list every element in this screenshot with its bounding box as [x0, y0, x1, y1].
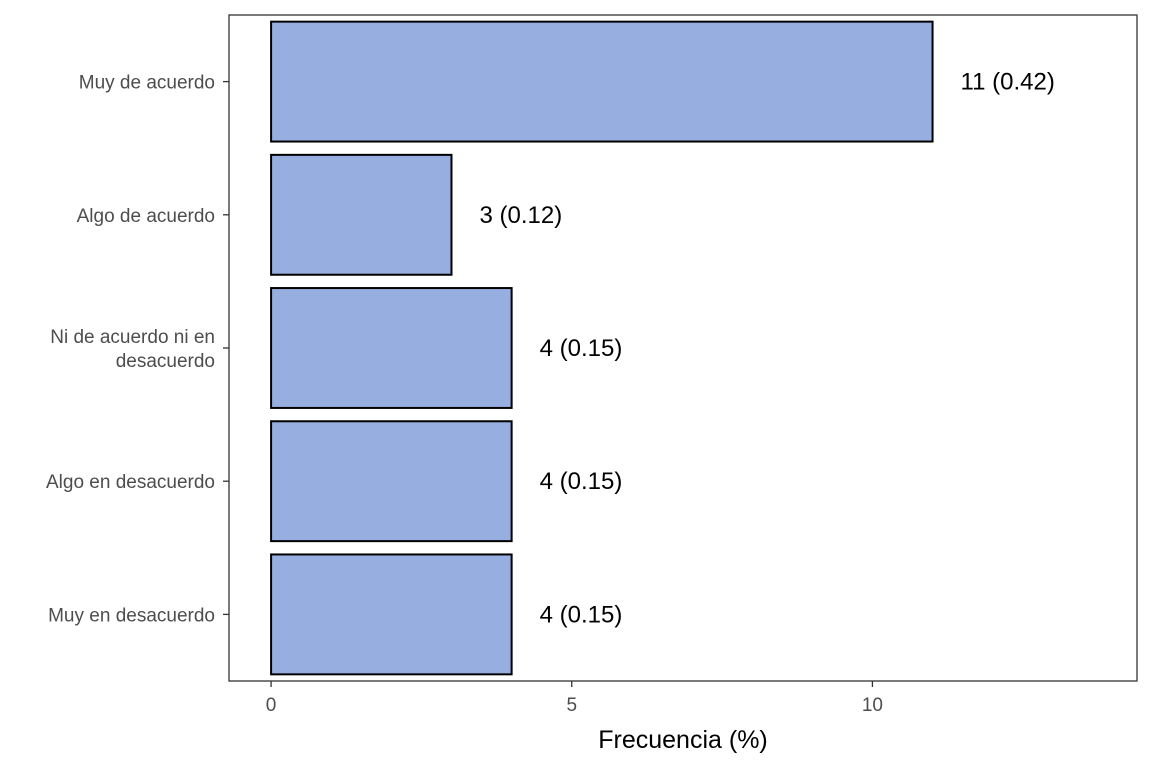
bar-data-label: 4 (0.15): [540, 335, 623, 362]
y-tick-label: Muy en desacuerdo: [48, 605, 215, 626]
bars-group: [270, 20, 934, 676]
data-labels-group: 11 (0.42) 3 (0.12) 4 (0.15) 4 (0.15) 4 (0.15…: [479, 69, 1054, 629]
y-tick-label: Muy de acuerdo: [79, 73, 215, 94]
bar: [270, 287, 513, 409]
bar: [270, 153, 453, 276]
bar: [270, 20, 934, 143]
y-tick-label: Algo en desacuerdo: [46, 472, 215, 493]
bar: [270, 420, 513, 543]
x-axis-title: Frecuencia (%): [598, 726, 768, 754]
bar: [270, 553, 513, 676]
bar-data-label: 4 (0.15): [540, 468, 623, 495]
y-axis: Muy de acuerdo Algo de acuerdo Ni de acuer…: [46, 73, 229, 626]
x-tick-label: 10: [862, 695, 883, 716]
x-tick-label: 0: [266, 695, 277, 716]
bar-data-label: 4 (0.15): [540, 601, 623, 628]
x-axis: 0 5 10: [266, 681, 883, 716]
bar-data-label: 11 (0.42): [961, 69, 1055, 96]
y-tick-label: Ni de acuerdo ni en desacuerdo: [50, 327, 215, 372]
x-tick-label: 5: [566, 695, 577, 716]
y-tick-label: Algo de acuerdo: [77, 206, 215, 227]
bar-data-label: 3 (0.12): [479, 202, 562, 229]
